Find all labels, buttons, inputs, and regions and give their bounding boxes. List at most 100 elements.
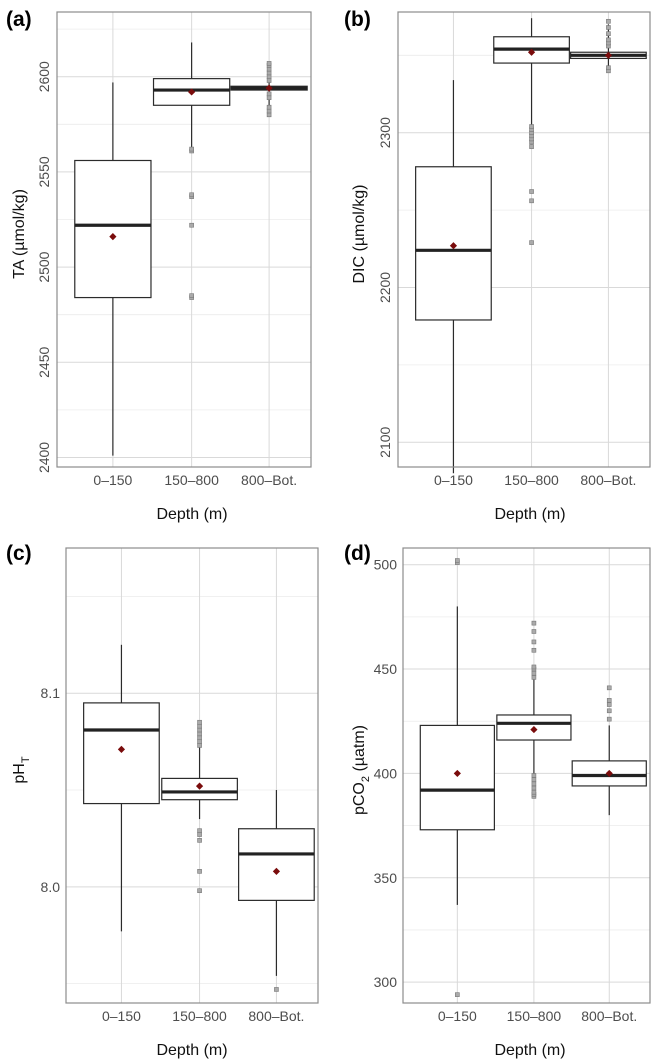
- outlier-point-10: [197, 723, 202, 729]
- panel-label-b: (b): [344, 8, 371, 31]
- mean-marker: [530, 725, 538, 734]
- plot-frame-c: [65, 547, 319, 1004]
- x-tick-label-d-1: 150–800: [507, 1008, 562, 1024]
- outlier-point-6: [531, 773, 537, 778]
- outlier-point-10: [266, 61, 272, 66]
- outlier-point-2: [455, 558, 460, 563]
- mean-marker: [195, 782, 204, 790]
- outlier-point-2: [606, 702, 612, 707]
- outlier-point-0: [606, 716, 612, 722]
- box-body: [83, 702, 160, 805]
- outlier-point-2: [197, 838, 202, 843]
- box-d-2: [571, 685, 647, 816]
- outlier-point-11: [197, 719, 202, 725]
- y-tick-label-b-2: 2300: [377, 117, 393, 148]
- mean-marker: [265, 84, 273, 92]
- box-b-1: [493, 18, 570, 245]
- outlier-point-3: [266, 95, 272, 100]
- outlier-point-3: [529, 144, 534, 149]
- outlier-point-7: [606, 18, 611, 24]
- box-b-2: [570, 18, 647, 74]
- outlier-point-3: [531, 785, 537, 791]
- y-tick-label-d-2: 400: [374, 765, 398, 781]
- y-axis-title-d-main: pCO: [351, 782, 368, 815]
- x-tick-label-b-0: 0–150: [434, 472, 473, 488]
- y-tick-label-a-3: 2550: [36, 156, 52, 187]
- outlier-point-0: [274, 987, 279, 992]
- x-axis-title-b: Depth (m): [494, 506, 565, 523]
- outlier-point-2: [189, 222, 194, 228]
- box-a-0: [74, 82, 152, 456]
- y-axis-title-b: DIC (µmol/kg): [351, 185, 368, 284]
- x-tick-label-b-1: 150–800: [504, 472, 559, 488]
- outlier-point-2: [529, 189, 534, 194]
- outlier-point-4: [606, 685, 612, 691]
- box-c-2: [238, 790, 315, 992]
- y-tick-label-a-0: 2400: [36, 442, 52, 473]
- y-tick-label-d-3: 450: [374, 661, 398, 677]
- outlier-point-2: [531, 789, 537, 795]
- x-axis-title-d: Depth (m): [494, 1042, 565, 1059]
- outlier-point-11: [531, 647, 537, 653]
- outlier-point-1: [606, 65, 611, 71]
- x-axis-title-a: Depth (m): [156, 506, 227, 523]
- panel-label-a: (a): [6, 8, 32, 31]
- panel-c: (c) pHT Depth (m) 8.0 8.1 0–150 150–800 800–…: [6, 542, 319, 1059]
- outlier-point-4: [606, 37, 611, 43]
- panel-d: (d) pCO2 (µatm) Depth (m) 300 350 400 450 50…: [344, 542, 651, 1059]
- outlier-point-6: [266, 74, 272, 80]
- outlier-point-9: [529, 124, 534, 129]
- outlier-point-5: [197, 743, 202, 748]
- y-tick-label-c-0: 8.0: [41, 879, 61, 895]
- x-axis-title-c: Depth (m): [156, 1042, 227, 1059]
- y-tick-label-c-1: 8.1: [41, 685, 61, 701]
- outlier-point-5: [531, 777, 537, 782]
- outlier-point-0: [197, 888, 202, 894]
- box-body: [238, 828, 315, 901]
- y-axis-title-a: TA (µmol/kg): [11, 189, 28, 279]
- x-tick-label-d-0: 0–150: [438, 1008, 477, 1024]
- box-body: [74, 159, 152, 299]
- y-tick-label-a-2: 2500: [36, 251, 52, 282]
- x-tick-label-b-2: 800–Bot.: [580, 472, 636, 488]
- outlier-point-3: [197, 832, 202, 837]
- plot-frame-b: [397, 11, 651, 468]
- outlier-point-4: [266, 91, 272, 97]
- y-tick-label-d-4: 500: [374, 557, 398, 573]
- panel-label-d: (d): [344, 542, 371, 565]
- outlier-point-1: [189, 293, 194, 298]
- y-tick-label-d-1: 350: [374, 870, 398, 886]
- outlier-point-0: [529, 240, 534, 245]
- x-tick-label-a-1: 150–800: [164, 472, 219, 488]
- box-c-0: [83, 644, 160, 932]
- x-tick-label-d-2: 800–Bot.: [581, 1008, 637, 1024]
- mean-marker: [527, 48, 536, 56]
- box-body: [419, 724, 495, 831]
- y-tick-label-b-1: 2200: [377, 272, 393, 303]
- outlier-point-13: [531, 629, 537, 634]
- mean-marker: [449, 242, 458, 250]
- outlier-point-1: [529, 198, 534, 204]
- y-tick-label-b-0: 2100: [377, 426, 393, 457]
- outlier-point-7: [531, 675, 537, 680]
- outlier-point-3: [606, 698, 612, 703]
- outlier-point-2: [266, 104, 272, 110]
- outlier-point-7: [197, 735, 202, 741]
- panel-a: (a) TA (µmol/kg) Depth (m) 2400 2450 2500 2…: [6, 8, 312, 523]
- outlier-point-8: [197, 731, 202, 737]
- mean-marker: [453, 769, 461, 778]
- y-tick-label-a-4: 2600: [36, 61, 52, 92]
- outlier-point-6: [606, 25, 611, 30]
- box-c-1: [161, 719, 238, 894]
- y-axis-title-c: pHT: [11, 756, 32, 783]
- y-axis-title-d-unit: (µatm): [351, 725, 368, 776]
- outlier-point-4: [189, 192, 194, 198]
- y-axis-title-c-sub: T: [20, 756, 32, 763]
- outlier-point-1: [606, 708, 612, 714]
- box-d-1: [496, 620, 572, 799]
- mean-marker: [117, 745, 126, 753]
- outlier-point-0: [266, 112, 272, 118]
- x-tick-label-a-0: 0–150: [93, 472, 132, 488]
- panel-label-c: (c): [6, 542, 32, 565]
